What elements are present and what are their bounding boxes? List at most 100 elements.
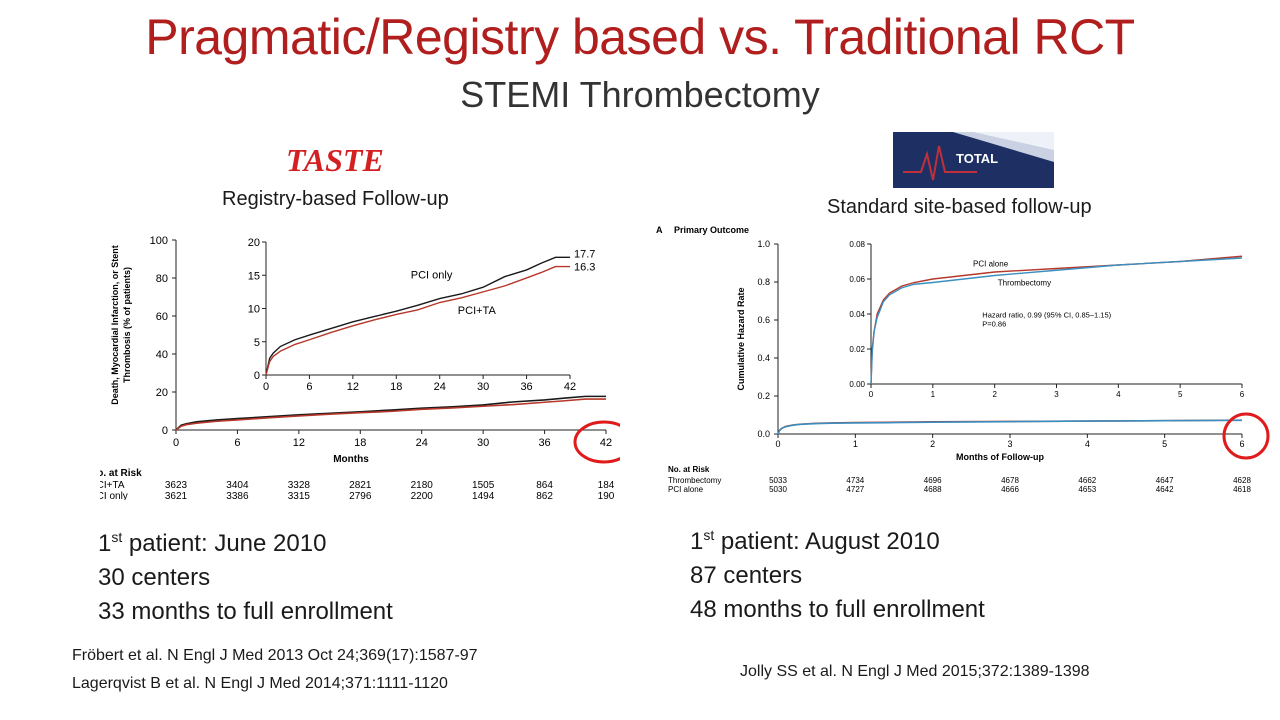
y-tick-label: 40 — [156, 349, 168, 361]
risk-value: 4727 — [846, 485, 864, 494]
inset-y-tick-label: 0.00 — [849, 380, 865, 389]
inset-x-tick-label: 0 — [263, 381, 269, 393]
x-tick-label: 6 — [1239, 439, 1244, 449]
x-tick-label: 1 — [853, 439, 858, 449]
risk-row-label: Thrombectomy — [668, 476, 721, 485]
y-tick-label: 0.0 — [757, 429, 770, 439]
x-axis-label: Months — [333, 454, 369, 465]
risk-value: 3621 — [165, 491, 188, 500]
total-logo-text: TOTAL — [956, 151, 999, 166]
risk-value: 2821 — [349, 480, 372, 491]
total-citations: Jolly SS et al. N Engl J Med 2015;372:13… — [740, 658, 1090, 686]
inset-x-tick-label: 0 — [869, 390, 874, 399]
risk-value: 5033 — [769, 476, 787, 485]
hazard-ratio-annotation: Hazard ratio, 0.99 (95% CI, 0.85–1.15) — [982, 311, 1111, 320]
inset-y-tick-label: 0.06 — [849, 275, 865, 284]
citation: Lagerqvist B et al. N Engl J Med 2014;37… — [72, 675, 448, 692]
y-tick-label: 60 — [156, 311, 168, 323]
inset-x-tick-label: 18 — [390, 381, 402, 393]
risk-row-label: PCI+TA — [100, 480, 125, 491]
y-tick-label: 0.2 — [757, 391, 770, 401]
risk-value: 4666 — [1001, 485, 1019, 494]
x-tick-label: 12 — [293, 437, 305, 449]
taste-citations: Fröbert et al. N Engl J Med 2013 Oct 24;… — [72, 642, 478, 698]
risk-value: 5030 — [769, 485, 787, 494]
inset-series-line — [265, 256, 570, 376]
first-patient-line: 1st patient: August 2010 — [690, 527, 940, 555]
series-label-pci-only: PCI only — [411, 270, 453, 282]
risk-table-title: No. at Risk — [668, 465, 710, 474]
panel-label: A — [656, 225, 663, 235]
x-tick-label: 24 — [416, 437, 428, 449]
risk-value: 4678 — [1001, 476, 1019, 485]
series-line — [175, 395, 606, 431]
end-value-label: 17.7 — [574, 248, 595, 260]
risk-value: 4647 — [1156, 476, 1174, 485]
standard-follow-up-label: Standard site-based follow-up — [827, 196, 1092, 218]
risk-value: 4734 — [846, 476, 864, 485]
inset-y-tick-label: 0 — [254, 370, 260, 382]
x-tick-label: 5 — [1162, 439, 1167, 449]
total-trial-logo — [893, 132, 1054, 188]
risk-table-title: No. at Risk — [100, 468, 142, 479]
risk-value: 3623 — [165, 480, 188, 491]
risk-value: 864 — [536, 480, 553, 491]
risk-value: 184 — [598, 480, 615, 491]
registry-follow-up-label: Registry-based Follow-up — [222, 188, 449, 210]
risk-value: 3315 — [288, 491, 311, 500]
inset-x-tick-label: 6 — [1240, 390, 1245, 399]
risk-value: 4653 — [1078, 485, 1096, 494]
y-axis-label: Cumulative Hazard Rate — [736, 287, 746, 390]
series-line — [175, 398, 606, 431]
first-patient-line: 1st patient: June 2010 — [98, 529, 327, 557]
risk-value: 2200 — [411, 491, 434, 500]
risk-value: 1494 — [472, 491, 495, 500]
highlight-circle — [573, 420, 620, 464]
x-tick-label: 18 — [354, 437, 366, 449]
inset-y-tick-label: 20 — [248, 237, 260, 249]
risk-value: 3386 — [226, 491, 249, 500]
risk-row-label: PCI only — [100, 491, 128, 500]
citation: Fröbert et al. N Engl J Med 2013 Oct 24;… — [72, 647, 478, 664]
risk-value: 2796 — [349, 491, 372, 500]
series-label-thrombectomy: Thrombectomy — [998, 279, 1051, 288]
total-km-chart: A Primary Outcome 0.0 0.2 0.4 0.6 0.8 1.0 0 1 2 3 4 5… — [656, 225, 1270, 494]
inset-x-tick-label: 4 — [1116, 390, 1121, 399]
inset-series-line — [870, 257, 1243, 385]
inset-y-tick-label: 10 — [248, 304, 260, 316]
risk-value: 4696 — [924, 476, 942, 485]
x-tick-label: 6 — [234, 437, 240, 449]
inset-y-tick-label: 0.08 — [849, 240, 865, 249]
enrollment-duration-line: 33 months to full enrollment — [98, 598, 393, 625]
y-axis-label: Death, Myocardial Infarction, or Stent — [110, 245, 120, 405]
x-tick-label: 30 — [477, 437, 489, 449]
inset-y-tick-label: 5 — [254, 337, 260, 349]
x-tick-label: 0 — [775, 439, 780, 449]
x-axis-label: Months of Follow-up — [956, 452, 1044, 462]
risk-value: 4628 — [1233, 476, 1251, 485]
y-tick-label: 1.0 — [757, 239, 770, 249]
centers-line: 30 centers — [98, 564, 211, 591]
risk-value: 1505 — [472, 480, 495, 491]
y-axis-label: Thrombosis (% of patients) — [122, 267, 132, 383]
taste-enrollment-facts: 1st patient: June 2010 30 centers 33 mon… — [98, 520, 393, 629]
inset-x-tick-label: 42 — [564, 381, 576, 393]
y-tick-label: 80 — [156, 273, 168, 285]
centers-line: 87 centers — [690, 562, 803, 589]
inset-x-tick-label: 2 — [992, 390, 997, 399]
slide-title: Pragmatic/Registry based vs. Traditional… — [145, 9, 1135, 65]
y-tick-label: 0.6 — [757, 315, 770, 325]
y-tick-label: 0 — [162, 425, 168, 437]
risk-value: 2180 — [411, 480, 434, 491]
series-label-pci-alone: PCI alone — [973, 259, 1009, 268]
risk-value: 4688 — [924, 485, 942, 494]
risk-value: 4618 — [1233, 485, 1251, 494]
x-tick-label: 4 — [1085, 439, 1090, 449]
x-tick-label: 3 — [1007, 439, 1012, 449]
inset-x-tick-label: 30 — [477, 381, 489, 393]
risk-value: 862 — [536, 491, 553, 500]
y-tick-label: 20 — [156, 387, 168, 399]
inset-x-tick-label: 3 — [1054, 390, 1059, 399]
risk-value: 3328 — [288, 480, 311, 491]
highlight-circle — [1222, 412, 1270, 460]
